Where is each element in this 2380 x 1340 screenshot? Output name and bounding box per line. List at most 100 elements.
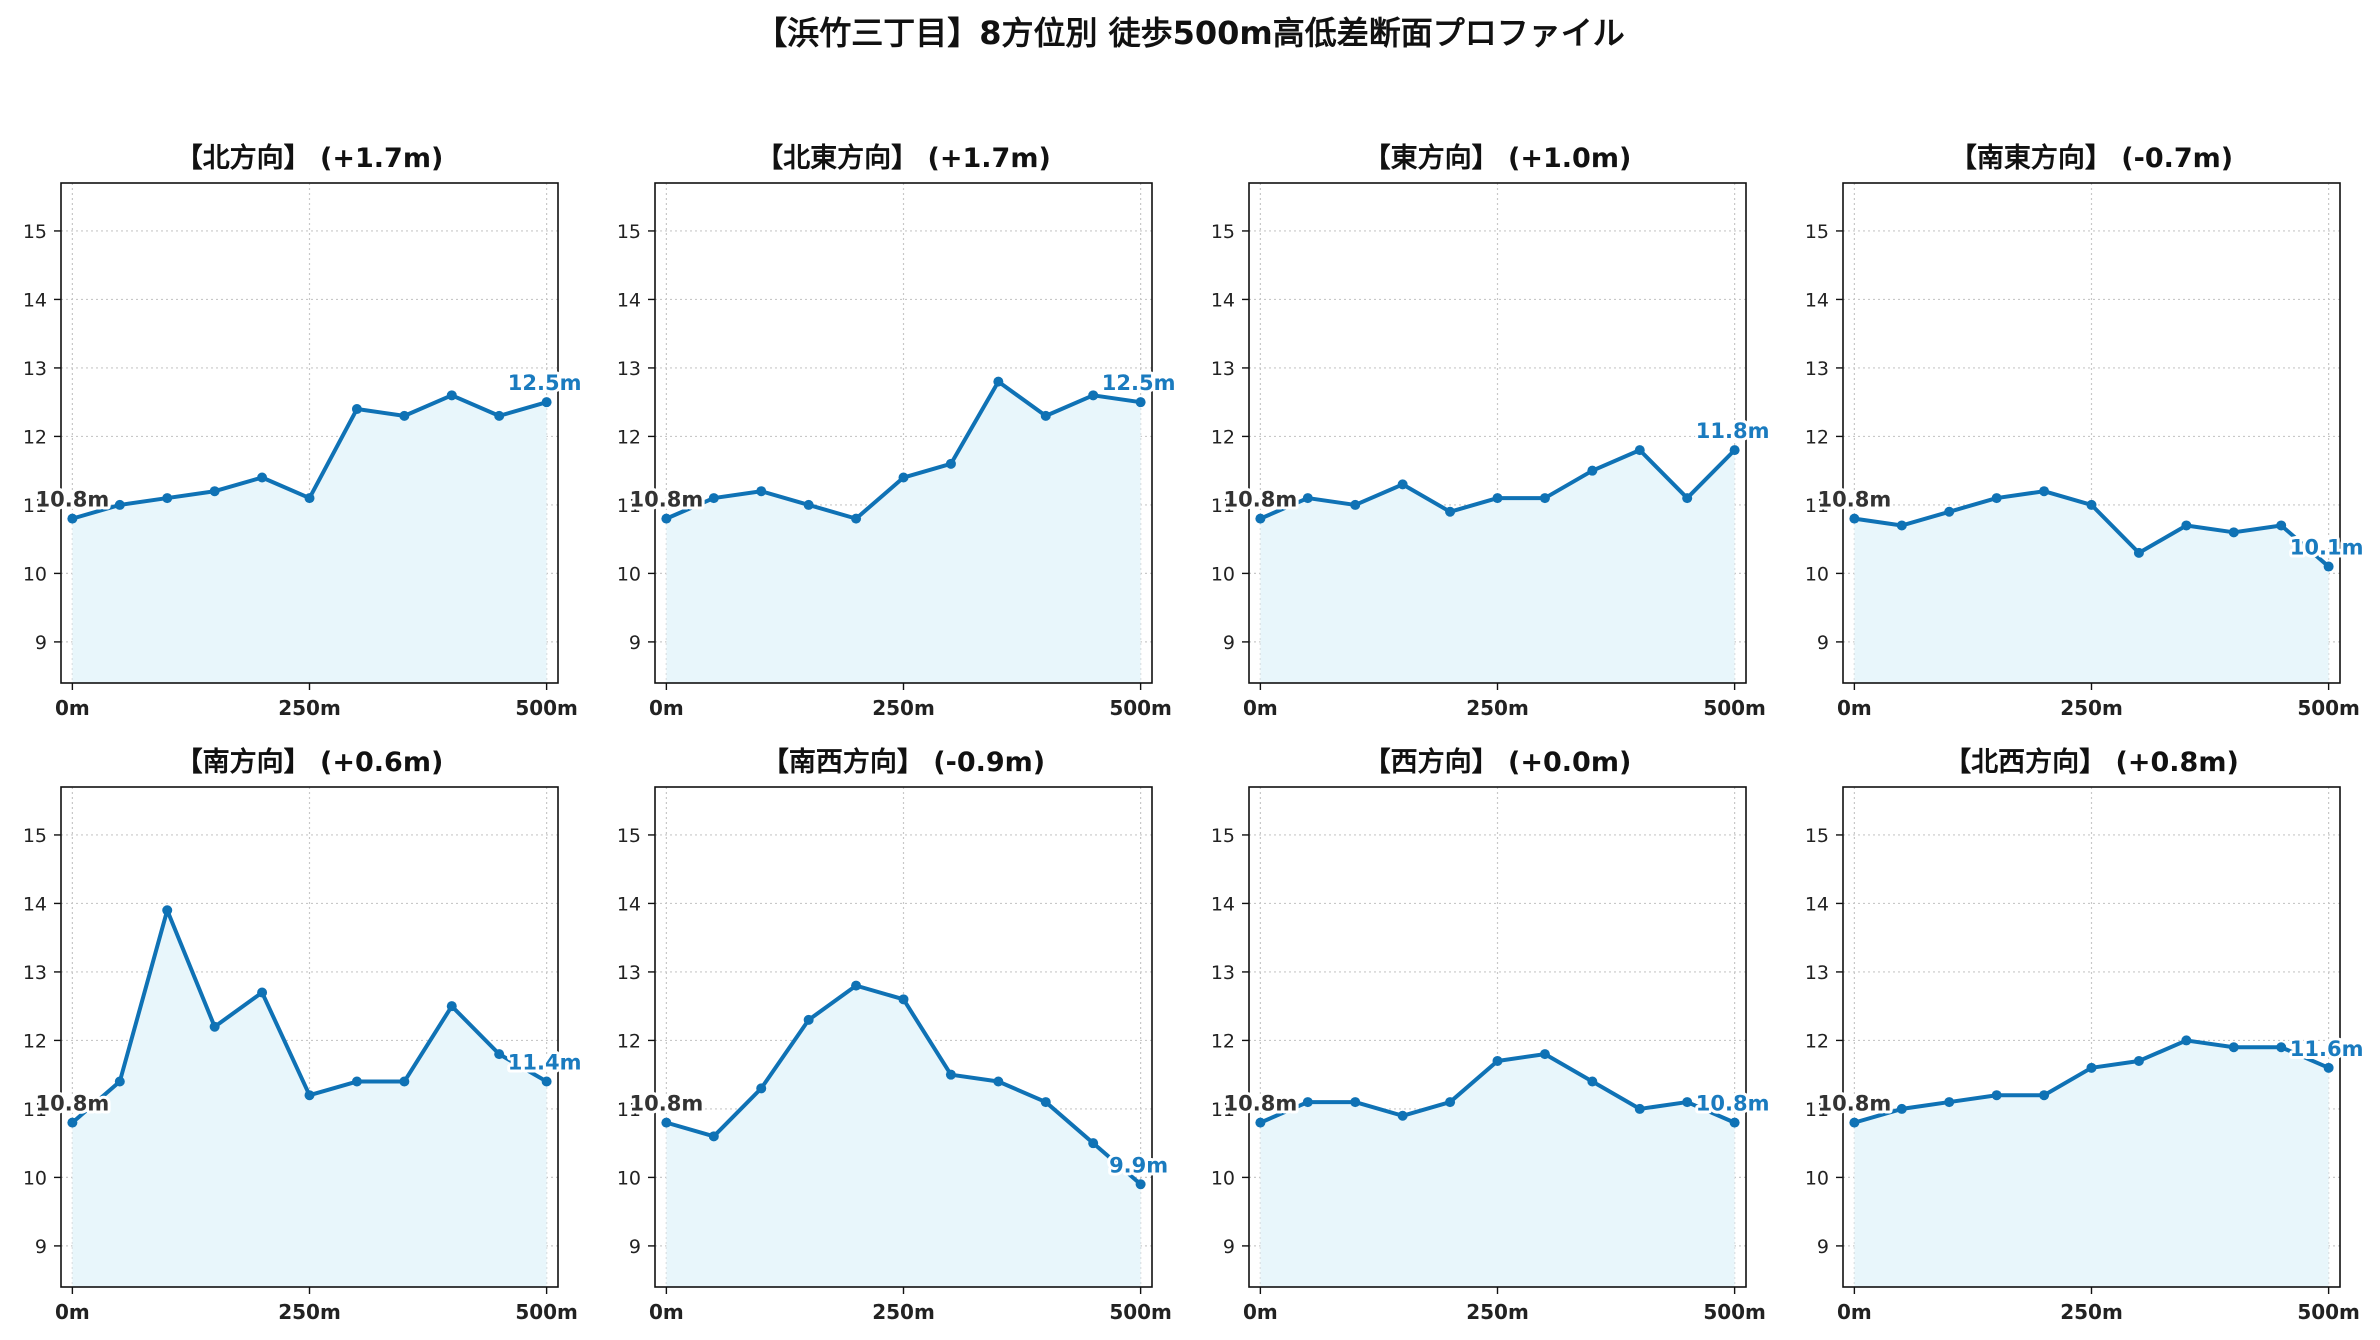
- x-tick-label: 500m: [2297, 696, 2360, 720]
- data-point: [1445, 1097, 1456, 1108]
- y-tick-label: 15: [617, 825, 641, 847]
- panel-title: 【南方向】 (+0.6m): [176, 746, 444, 778]
- data-point: [1492, 1055, 1503, 1066]
- x-tick-label: 500m: [515, 696, 578, 720]
- y-tick-label: 11: [1211, 1099, 1235, 1121]
- x-tick-label: 0m: [1837, 696, 1872, 720]
- data-point: [1135, 1179, 1146, 1190]
- area-fill: [1260, 1054, 1735, 1287]
- y-tick-label: 10: [1805, 1167, 1829, 1189]
- y-tick-label: 15: [1211, 221, 1235, 243]
- data-point: [114, 499, 125, 510]
- y-tick-label: 9: [1817, 1236, 1829, 1258]
- data-point: [541, 1076, 552, 1087]
- y-tick-label: 9: [35, 632, 47, 654]
- x-tick-label: 500m: [515, 1300, 578, 1324]
- y-tick-label: 14: [23, 893, 47, 915]
- y-tick-label: 13: [1805, 962, 1829, 984]
- data-point: [803, 499, 814, 510]
- x-tick-label: 0m: [1243, 1300, 1278, 1324]
- data-point: [257, 472, 268, 483]
- x-tick-label: 250m: [278, 1300, 341, 1324]
- chart-panel-2: 【北東方向】 (+1.7m) 9 10 11 12 13 14 15 0m 250m 500m 10.…: [617, 142, 1179, 720]
- data-point: [494, 1049, 505, 1060]
- panel-title: 【南東方向】 (-0.7m): [1950, 142, 2233, 174]
- area-fill: [666, 985, 1141, 1287]
- data-point: [257, 987, 268, 998]
- data-point: [756, 486, 767, 497]
- data-point: [803, 1014, 814, 1025]
- data-point: [1539, 1049, 1550, 1060]
- figure-title: 【浜竹三丁目】8方位別 徒歩500m高低差断面プロファイル: [755, 14, 1625, 52]
- y-tick-label: 13: [617, 358, 641, 380]
- panel-title: 【北西方向】 (+0.8m): [1944, 746, 2239, 778]
- end-elevation-label: 12.5m: [508, 371, 582, 395]
- data-point: [2228, 527, 2239, 538]
- data-point: [1849, 513, 1860, 524]
- data-point: [2323, 561, 2334, 572]
- data-point: [1040, 410, 1051, 421]
- start-elevation-label: 10.8m: [1224, 488, 1298, 512]
- data-point: [114, 1076, 125, 1087]
- y-tick-label: 14: [1211, 289, 1235, 311]
- data-point: [1849, 1117, 1860, 1128]
- y-tick-label: 14: [617, 893, 641, 915]
- data-point: [209, 1021, 220, 1032]
- y-tick-label: 11: [617, 495, 641, 517]
- end-elevation-label: 10.1m: [2290, 536, 2364, 560]
- y-tick-label: 12: [1211, 1030, 1235, 1052]
- x-tick-label: 0m: [1243, 696, 1278, 720]
- start-elevation-label: 10.8m: [630, 488, 704, 512]
- y-tick-label: 15: [23, 825, 47, 847]
- chart-panel-8: 【北西方向】 (+0.8m) 9 10 11 12 13 14 15 0m 250m 500m 10.…: [1805, 746, 2367, 1324]
- data-point: [67, 513, 78, 524]
- x-tick-label: 250m: [1466, 1300, 1529, 1324]
- data-point: [1397, 1110, 1408, 1121]
- y-tick-label: 13: [23, 358, 47, 380]
- end-elevation-label: 11.4m: [508, 1051, 582, 1075]
- end-elevation-label: 12.5m: [1102, 371, 1176, 395]
- start-elevation-label: 10.8m: [1224, 1092, 1298, 1116]
- y-tick-label: 15: [23, 221, 47, 243]
- data-point: [1445, 506, 1456, 517]
- data-point: [1302, 493, 1313, 504]
- y-tick-label: 13: [1211, 358, 1235, 380]
- panel-title: 【南西方向】 (-0.9m): [762, 746, 1045, 778]
- data-point: [1587, 465, 1598, 476]
- data-point: [1991, 493, 2002, 504]
- y-tick-label: 12: [617, 426, 641, 448]
- y-tick-label: 9: [1817, 632, 1829, 654]
- y-tick-label: 13: [23, 962, 47, 984]
- data-point: [1135, 397, 1146, 408]
- data-point: [209, 486, 220, 497]
- panel-title: 【西方向】 (+0.0m): [1364, 746, 1632, 778]
- data-point: [2181, 520, 2192, 531]
- data-point: [2133, 1055, 2144, 1066]
- data-point: [898, 994, 909, 1005]
- data-point: [1492, 493, 1503, 504]
- start-elevation-label: 10.8m: [36, 488, 110, 512]
- data-point: [351, 404, 362, 415]
- chart-panel-4: 【南東方向】 (-0.7m) 9 10 11 12 13 14 15 0m 250m 500m 10.…: [1805, 142, 2367, 720]
- y-tick-label: 12: [1805, 426, 1829, 448]
- area-fill: [1260, 450, 1735, 683]
- chart-panel-5: 【南方向】 (+0.6m) 9 10 11 12 13 14 15 0m 250m 500m 10.8…: [23, 746, 585, 1324]
- data-point: [2133, 547, 2144, 558]
- chart-panel-3: 【東方向】 (+1.0m) 9 10 11 12 13 14 15 0m 250m 500m 10.8…: [1211, 142, 1773, 720]
- data-point: [1944, 1097, 1955, 1108]
- y-tick-label: 13: [617, 962, 641, 984]
- x-tick-label: 500m: [1703, 696, 1766, 720]
- y-tick-label: 10: [617, 1167, 641, 1189]
- chart-panel-6: 【南西方向】 (-0.9m) 9 10 11 12 13 14 15 0m 250m 500m 10.…: [617, 746, 1172, 1324]
- y-tick-label: 15: [1805, 221, 1829, 243]
- data-point: [67, 1117, 78, 1128]
- y-tick-label: 11: [1805, 495, 1829, 517]
- start-elevation-label: 10.8m: [630, 1092, 704, 1116]
- data-point: [945, 458, 956, 469]
- end-elevation-label: 9.9m: [1109, 1153, 1168, 1177]
- data-point: [494, 410, 505, 421]
- y-tick-label: 10: [1211, 563, 1235, 585]
- x-tick-label: 250m: [278, 696, 341, 720]
- y-tick-label: 12: [1211, 426, 1235, 448]
- data-point: [945, 1069, 956, 1080]
